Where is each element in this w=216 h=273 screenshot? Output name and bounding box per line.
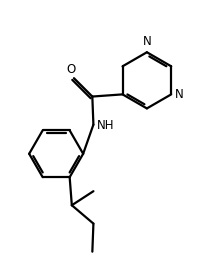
- Text: O: O: [67, 63, 76, 76]
- Text: N: N: [143, 35, 151, 48]
- Text: NH: NH: [97, 119, 114, 132]
- Text: N: N: [175, 88, 184, 101]
